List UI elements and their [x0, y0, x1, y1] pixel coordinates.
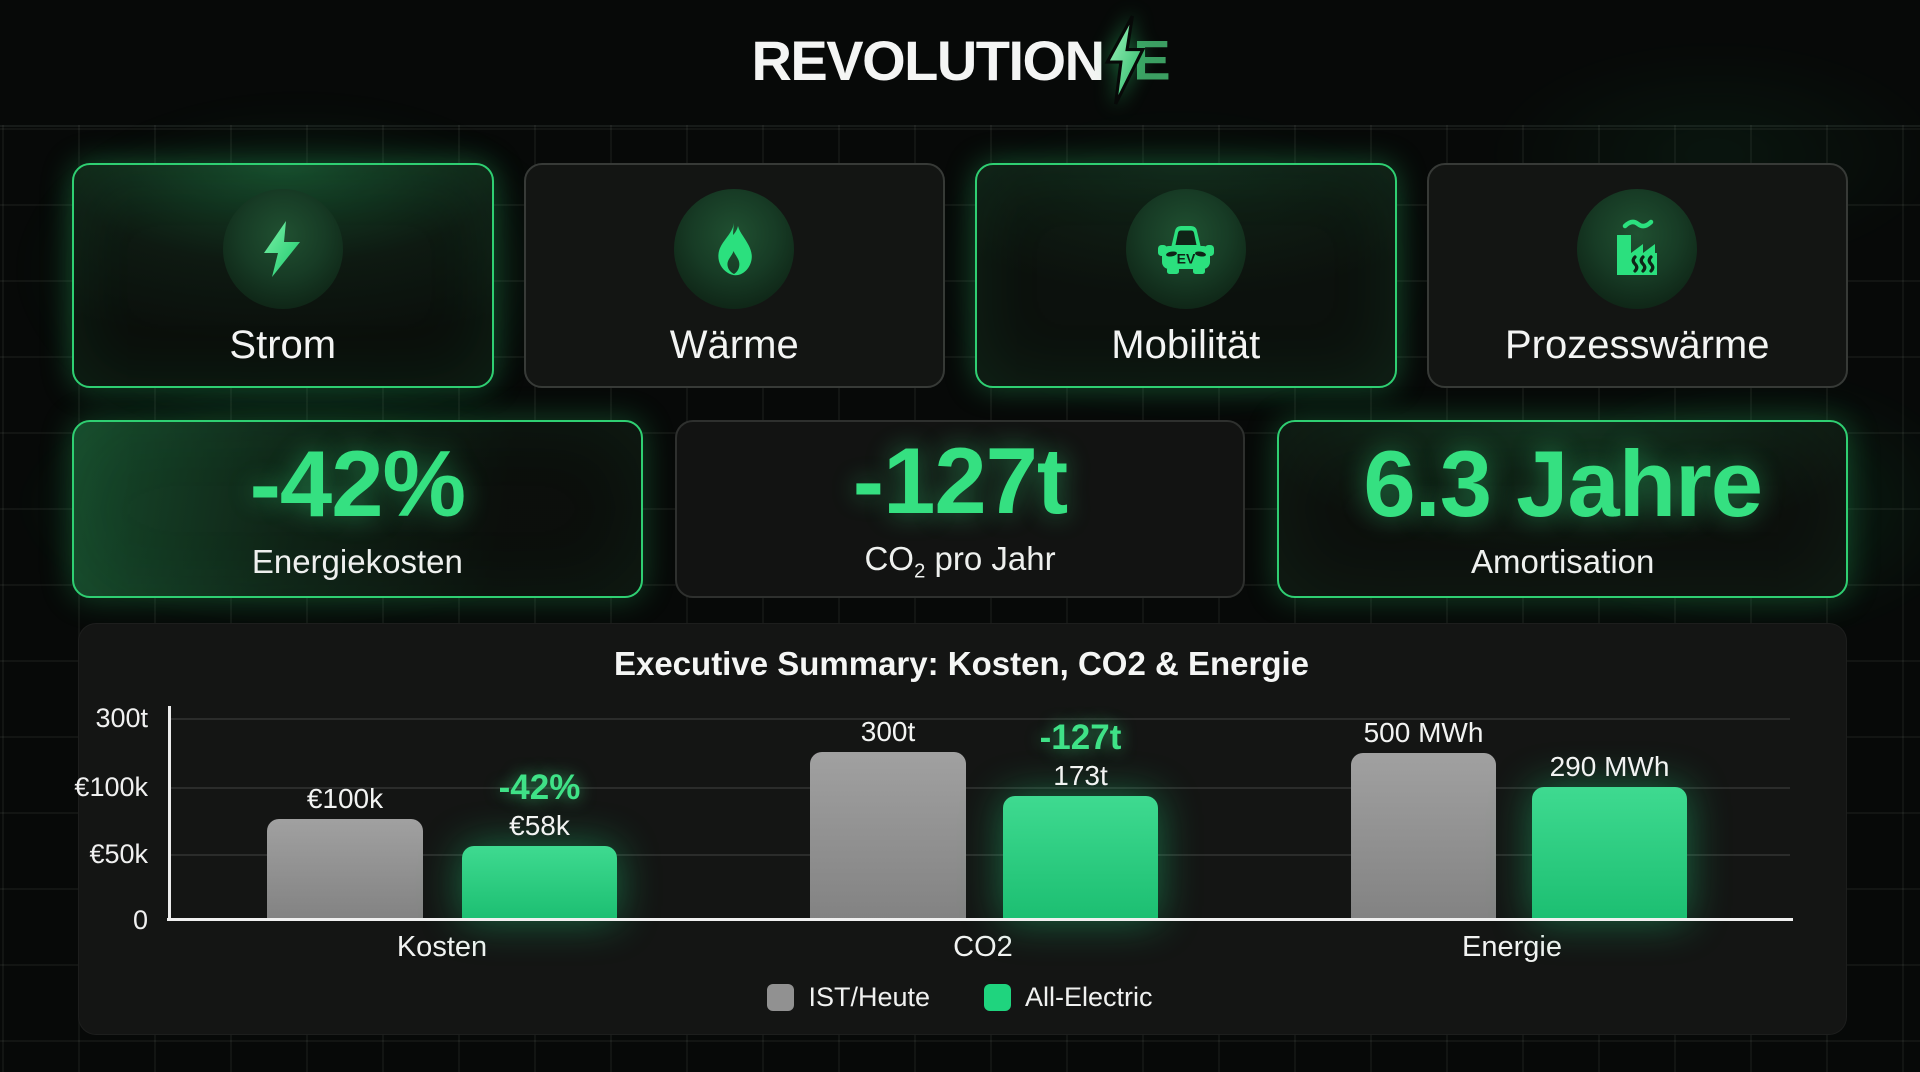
- kpi-value: -127t: [852, 428, 1068, 534]
- category-row: Strom Wärme: [72, 163, 1848, 388]
- logo-mark: E: [1104, 15, 1171, 105]
- kpi-card-energiekosten: -42% Energiekosten: [72, 420, 643, 598]
- kpi-card-amortisation: 6.3 Jahre Amortisation: [1277, 420, 1849, 598]
- factory-icon: [1577, 189, 1698, 309]
- category-card-mobilitaet[interactable]: EV Mobilität: [975, 163, 1397, 388]
- kpi-label: Energiekosten: [251, 543, 463, 580]
- category-card-prozesswaerme[interactable]: Prozesswärme: [1426, 163, 1848, 388]
- flame-icon: [674, 189, 795, 309]
- lightning-bolt-icon: [1104, 15, 1145, 105]
- kpi-label: Amortisation: [1470, 543, 1655, 580]
- lightning-icon: [222, 189, 343, 309]
- legend-item-all-electric: All-Electric: [984, 982, 1153, 1013]
- logo: REVOLUTION E: [0, 15, 1920, 105]
- kpi-card-co2: -127t CO2 pro Jahr: [674, 420, 1246, 598]
- category-card-waerme[interactable]: Wärme: [523, 163, 945, 388]
- category-label: Wärme: [669, 323, 799, 367]
- logo-text: REVOLUTION: [751, 28, 1105, 92]
- category-label: Prozesswärme: [1504, 323, 1770, 367]
- category-label: Mobilität: [1111, 323, 1261, 367]
- legend-item-ist-heute: IST/Heute: [767, 982, 930, 1013]
- legend-swatch-green: [984, 984, 1012, 1011]
- kpi-value: -42%: [249, 431, 466, 536]
- legend-swatch-gray: [767, 984, 795, 1011]
- kpi-row: -42% Energiekosten -127t CO2 pro Jahr 6.…: [72, 420, 1849, 598]
- chart-title: Executive Summary: Kosten, CO2 & Energie: [613, 645, 1310, 682]
- legend-label: All-Electric: [1025, 982, 1153, 1012]
- logo-letter-e: E: [1133, 28, 1171, 92]
- chart-panel: [78, 623, 1847, 1035]
- ev-car-icon: EV: [1125, 189, 1246, 309]
- category-card-strom[interactable]: Strom: [72, 163, 494, 388]
- category-label: Strom: [229, 323, 337, 367]
- kpi-value: 6.3 Jahre: [1363, 431, 1763, 536]
- chart-legend: IST/Heute All-Electric: [0, 982, 1920, 1013]
- legend-label: IST/Heute: [808, 982, 931, 1012]
- kpi-label: CO2 pro Jahr: [864, 540, 1056, 583]
- svg-text:EV: EV: [1176, 251, 1195, 267]
